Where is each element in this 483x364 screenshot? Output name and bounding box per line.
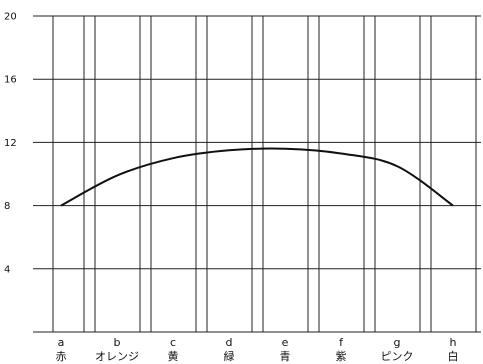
x-tick-letter: g [394,336,401,349]
plot-area [60,147,454,207]
x-tick-name: ピンク [381,350,414,363]
y-tick-label: 16 [4,75,17,86]
y-axis: 4 8 12 16 20 [4,12,17,276]
series-line [60,147,454,207]
y-tick-label: 20 [4,12,17,23]
x-tick-name: 緑 [224,349,235,363]
x-tick-name: 白 [448,349,459,363]
x-tick-letter: h [450,336,457,349]
x-tick-letter: b [114,336,121,349]
x-tick-name: オレンジ [95,350,139,363]
y-tick-label: 4 [4,264,10,275]
y-tick-label: 12 [4,138,17,149]
x-tick-letter: d [226,336,233,349]
x-tick-name: 黄 [168,349,179,363]
x-tick-name: 青 [280,350,291,363]
x-tick-name: 赤 [56,350,67,363]
x-tick-name: 紫 [336,350,347,363]
x-tick-letter: e [282,336,289,349]
x-tick-letter: a [58,336,65,349]
y-tick-label: 8 [4,201,10,212]
x-tick-letter: c [170,336,176,349]
chart-grid [33,15,481,333]
x-tick-letter: f [339,336,344,349]
